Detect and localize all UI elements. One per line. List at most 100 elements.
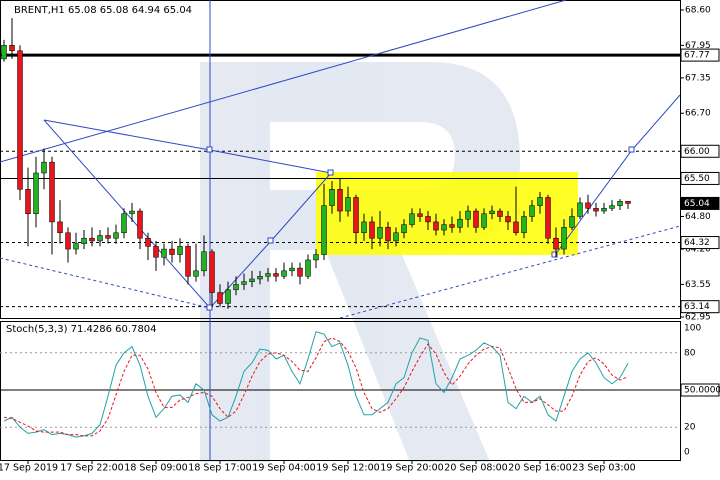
candle-body	[553, 237, 559, 250]
y-tick-label: 64.20	[685, 245, 711, 255]
candle-body	[457, 218, 463, 228]
candle-body	[481, 213, 487, 228]
candle-body	[161, 248, 167, 258]
candle-body	[281, 270, 287, 277]
level-label-box	[680, 236, 720, 250]
y-tick-label: 67.95	[685, 41, 711, 51]
candle-body	[81, 237, 87, 244]
candle-body	[401, 224, 407, 234]
x-tick-label: 19 Sep 20:00	[380, 463, 443, 474]
candle-body	[425, 216, 431, 223]
candle-body	[121, 213, 127, 234]
candle-body	[105, 235, 111, 239]
level-label: 64.32	[684, 238, 710, 248]
candle-body	[297, 267, 303, 277]
candle-body	[33, 172, 39, 215]
candle-body	[169, 248, 175, 255]
level-label: 63.14	[684, 302, 710, 312]
candle-body	[145, 237, 151, 247]
candle-body	[569, 216, 575, 228]
y-tick-label: 67.35	[685, 73, 711, 83]
candle-body	[265, 273, 271, 277]
candle-body	[185, 246, 191, 277]
candle-body	[329, 189, 335, 206]
candle-body	[529, 205, 535, 217]
candle-body	[233, 284, 239, 291]
candle-body	[593, 208, 599, 212]
candle-body	[305, 259, 311, 277]
candle-body	[129, 210, 135, 215]
stoch-line	[3, 337, 629, 437]
level-label: 65.50	[684, 174, 710, 184]
y-tick-label: 68.60	[685, 6, 711, 16]
trend-lines	[0, 0, 681, 460]
candle-body	[449, 224, 455, 228]
candle-body	[505, 216, 511, 223]
candle-body	[521, 216, 527, 234]
y-tick-label: 100	[684, 324, 701, 334]
candle-body	[585, 202, 591, 209]
candle-body	[225, 289, 231, 304]
candle-body	[513, 221, 519, 234]
candle-body	[49, 161, 55, 223]
ohlc-header: 65.08 65.08 64.94 65.04	[68, 5, 192, 16]
candle-body	[97, 235, 103, 242]
candle-body	[273, 273, 279, 277]
candle-body	[385, 227, 391, 242]
candle-body	[345, 197, 351, 212]
candle-body	[497, 210, 503, 217]
x-tick-label: 18 Sep 17:00	[188, 463, 251, 474]
y-tick-label: 20	[684, 423, 696, 433]
candle-body	[193, 270, 199, 277]
candle-body	[473, 210, 479, 228]
candle-body	[393, 232, 399, 242]
candle-body	[73, 243, 79, 250]
candle-body	[57, 221, 63, 234]
candle-body	[417, 213, 423, 217]
watermark	[200, 62, 520, 462]
candle-body	[257, 275, 263, 280]
candle-body	[137, 210, 143, 239]
candle-body	[9, 45, 15, 52]
y-tick-label: 80	[684, 348, 696, 358]
candle-body	[201, 251, 207, 272]
candle-body	[321, 205, 327, 255]
level-label: 65.04	[684, 199, 710, 209]
candle-body	[1, 45, 7, 60]
y-tick-label: 50.0000	[684, 386, 720, 396]
candle-body	[89, 237, 95, 242]
candle-body	[153, 246, 159, 258]
candle-body	[289, 267, 295, 272]
level-label-box	[680, 196, 720, 210]
candle-body	[433, 221, 439, 231]
candle-body	[313, 254, 319, 261]
x-tick-label: 17 Sep 2019	[0, 463, 58, 474]
candle-body	[537, 197, 543, 206]
candle-body	[489, 210, 495, 215]
candle-body	[577, 202, 583, 217]
candle-body	[17, 50, 23, 190]
candle-body	[441, 224, 447, 231]
candle-body	[465, 210, 471, 220]
candle-body	[369, 221, 375, 239]
stoch-line	[3, 331, 629, 438]
y-label-box	[680, 383, 720, 397]
x-tick-label: 20 Sep 16:00	[508, 463, 571, 474]
marks	[1, 18, 631, 438]
candle-body	[601, 208, 607, 212]
y-tick-label: 64.80	[685, 212, 711, 222]
x-tick-label: 18 Sep 09:00	[124, 463, 187, 474]
y-tick-label: 63.55	[685, 280, 711, 290]
x-tick-label: 17 Sep 22:00	[60, 463, 123, 474]
level-label-box	[680, 171, 720, 185]
candle-body	[625, 201, 631, 204]
candle-body	[545, 197, 551, 239]
candle-body	[41, 161, 47, 174]
candle-body	[25, 189, 31, 215]
level-label-box	[680, 300, 720, 314]
price-panel-frame	[0, 0, 681, 319]
x-tick-label: 23 Sep 03:00	[572, 463, 635, 474]
candle-body	[617, 201, 623, 206]
